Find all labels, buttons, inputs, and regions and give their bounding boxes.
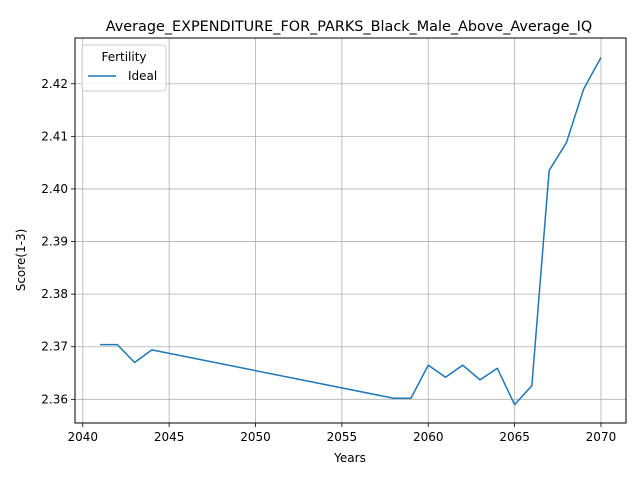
y-tick-label: 2.36 (41, 392, 68, 406)
x-tick-label: 2050 (240, 430, 271, 444)
y-axis-ticks: 2.36 2.37 2.38 2.39 2.40 2.41 2.42 (41, 77, 75, 406)
x-axis-ticks: 2040 2045 2050 2055 2060 2065 2070 (67, 423, 616, 444)
x-tick-label: 2070 (586, 430, 617, 444)
x-tick-label: 2045 (154, 430, 185, 444)
x-axis-label: Years (333, 451, 366, 465)
legend: Fertility Ideal (81, 44, 167, 92)
legend-box (81, 44, 167, 92)
legend-label-ideal: Ideal (128, 69, 157, 83)
legend-title: Fertility (101, 50, 146, 64)
y-tick-label: 2.37 (41, 340, 68, 354)
grid-lines (75, 38, 626, 423)
series-line-ideal (100, 57, 602, 406)
x-tick-label: 2065 (499, 430, 530, 444)
y-tick-label: 2.41 (41, 129, 68, 143)
x-tick-label: 2060 (413, 430, 444, 444)
y-tick-label: 2.42 (41, 77, 68, 91)
series-group (100, 57, 602, 406)
chart-title: Average_EXPENDITURE_FOR_PARKS_Black_Male… (106, 19, 593, 35)
x-tick-label: 2040 (67, 430, 98, 444)
y-tick-label: 2.40 (41, 182, 68, 196)
y-tick-label: 2.39 (41, 235, 68, 249)
plot-area-frame (74, 37, 627, 424)
x-tick-label: 2055 (327, 430, 358, 444)
y-tick-label: 2.38 (41, 287, 68, 301)
y-axis-label: Score(1-3) (14, 229, 28, 292)
